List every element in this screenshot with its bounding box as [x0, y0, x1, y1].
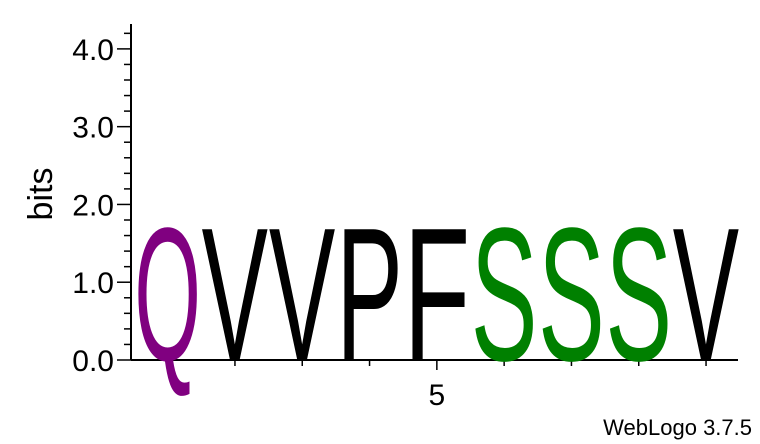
logo-letter-s: S — [538, 190, 605, 402]
y-axis-title: bits — [22, 168, 60, 221]
logo-letter-p: P — [336, 190, 403, 402]
logo-letter-v: V — [269, 190, 335, 402]
logo-letter-q: Q — [134, 190, 201, 401]
x-tick-label: 5 — [429, 379, 446, 412]
logo-letter-s: S — [605, 190, 672, 402]
y-tick-label: 4.0 — [72, 34, 114, 67]
weblogo-credit: WebLogo 3.7.5 — [603, 415, 752, 440]
x-axis: 5 — [131, 359, 738, 412]
logo-letter-v: V — [673, 190, 739, 402]
logo-letter-s: S — [471, 190, 538, 402]
y-axis: 0.0 1.0 2.0 3.0 4.0 — [72, 24, 132, 378]
logo-letter-v: V — [202, 190, 268, 402]
y-tick-label: 3.0 — [72, 112, 114, 145]
y-tick-label: 0.0 — [72, 345, 114, 378]
logo-letter-f: F — [404, 188, 471, 400]
y-tick-label: 1.0 — [72, 267, 114, 300]
y-tick-label: 2.0 — [72, 189, 114, 222]
